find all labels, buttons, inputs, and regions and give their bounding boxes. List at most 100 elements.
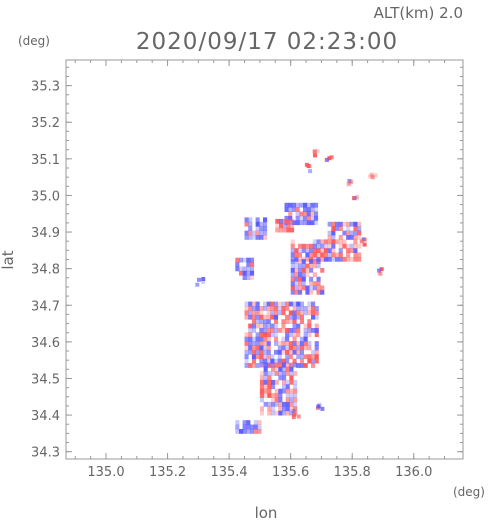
data-cell bbox=[277, 301, 282, 307]
data-cell bbox=[299, 341, 304, 346]
data-cell bbox=[285, 306, 290, 311]
data-cell bbox=[282, 362, 287, 368]
data-cell bbox=[274, 393, 279, 398]
data-cell bbox=[278, 362, 283, 368]
data-cell bbox=[290, 285, 295, 291]
data-cell bbox=[335, 226, 340, 231]
data-cell bbox=[239, 266, 244, 272]
data-cell bbox=[288, 211, 293, 217]
data-cell bbox=[274, 332, 279, 338]
data-cell bbox=[251, 354, 256, 360]
data-cell bbox=[309, 276, 314, 282]
data-cell bbox=[314, 358, 319, 364]
data-spot bbox=[325, 158, 330, 162]
data-cell bbox=[255, 319, 260, 324]
data-cell bbox=[296, 314, 301, 320]
data-cell bbox=[293, 397, 298, 403]
data-cell bbox=[357, 221, 362, 227]
data-cell bbox=[244, 221, 249, 227]
x-tick-label: 135.2 bbox=[149, 465, 186, 480]
data-cell bbox=[285, 349, 290, 355]
data-cell bbox=[274, 301, 279, 307]
data-cell bbox=[316, 263, 321, 269]
data-cell bbox=[281, 306, 286, 311]
data-cell bbox=[263, 301, 268, 307]
data-cell bbox=[266, 354, 271, 360]
data-cell bbox=[244, 235, 249, 240]
data-cell bbox=[342, 221, 347, 227]
data-cell bbox=[263, 230, 268, 236]
data-cell bbox=[309, 281, 314, 286]
data-cell bbox=[301, 263, 306, 269]
data-cell bbox=[301, 259, 306, 264]
data-spot bbox=[359, 239, 364, 244]
data-cell bbox=[291, 207, 296, 212]
data-cell bbox=[293, 384, 298, 390]
data-spot bbox=[353, 196, 358, 201]
data-cell bbox=[271, 384, 276, 390]
data-cell bbox=[239, 270, 244, 276]
data-cell bbox=[316, 259, 321, 264]
plot-frame bbox=[65, 59, 464, 460]
data-cell bbox=[298, 285, 303, 291]
data-cell bbox=[298, 276, 303, 282]
data-cell bbox=[282, 366, 287, 372]
data-cell bbox=[305, 289, 310, 295]
data-cell bbox=[292, 341, 297, 346]
data-cell bbox=[274, 336, 279, 342]
data-cell bbox=[320, 267, 325, 273]
data-cell bbox=[309, 263, 314, 269]
data-cell bbox=[271, 366, 276, 372]
data-cell bbox=[290, 276, 295, 282]
data-cell bbox=[338, 243, 343, 249]
data-cell bbox=[298, 248, 303, 253]
data-cell bbox=[303, 220, 308, 226]
y-tick-label: 34.9 bbox=[31, 226, 60, 241]
data-cell bbox=[248, 345, 253, 351]
data-cell bbox=[309, 259, 314, 264]
data-cell bbox=[323, 239, 328, 245]
data-cell bbox=[286, 227, 291, 233]
data-cell bbox=[294, 252, 299, 258]
data-cell bbox=[239, 257, 244, 263]
data-cell bbox=[327, 252, 332, 258]
data-cell bbox=[251, 301, 256, 307]
data-cell bbox=[284, 215, 289, 221]
data-cell bbox=[290, 281, 295, 286]
data-cell bbox=[263, 217, 268, 223]
data-cell bbox=[285, 406, 290, 412]
data-cell bbox=[246, 270, 251, 276]
data-cell bbox=[285, 371, 290, 376]
data-cell bbox=[285, 362, 290, 368]
data-cell bbox=[277, 306, 282, 311]
data-cell bbox=[271, 410, 276, 416]
data-cell bbox=[298, 259, 303, 264]
data-cell bbox=[275, 227, 280, 233]
data-cell bbox=[248, 336, 253, 342]
data-cell bbox=[244, 349, 249, 355]
data-cell bbox=[244, 358, 249, 364]
data-cell bbox=[296, 363, 301, 368]
data-cell bbox=[242, 257, 247, 263]
data-cell bbox=[263, 328, 268, 333]
data-cell bbox=[277, 341, 282, 346]
data-cell bbox=[292, 306, 297, 311]
data-cell bbox=[259, 379, 264, 385]
data-cell bbox=[267, 371, 272, 376]
data-cell bbox=[267, 379, 272, 385]
data-cell bbox=[296, 349, 301, 355]
data-cell bbox=[255, 301, 260, 307]
data-cell bbox=[285, 314, 290, 320]
data-cell bbox=[346, 235, 351, 240]
data-cell bbox=[289, 375, 294, 381]
data-cell bbox=[316, 276, 321, 282]
data-cell bbox=[263, 375, 268, 381]
data-cell bbox=[263, 235, 268, 240]
data-cell bbox=[271, 379, 276, 385]
data-cell bbox=[277, 345, 282, 351]
data-cell bbox=[285, 328, 290, 333]
data-cell bbox=[259, 388, 264, 394]
data-cell bbox=[331, 248, 336, 253]
data-cell bbox=[296, 328, 301, 333]
data-cell bbox=[244, 217, 249, 223]
